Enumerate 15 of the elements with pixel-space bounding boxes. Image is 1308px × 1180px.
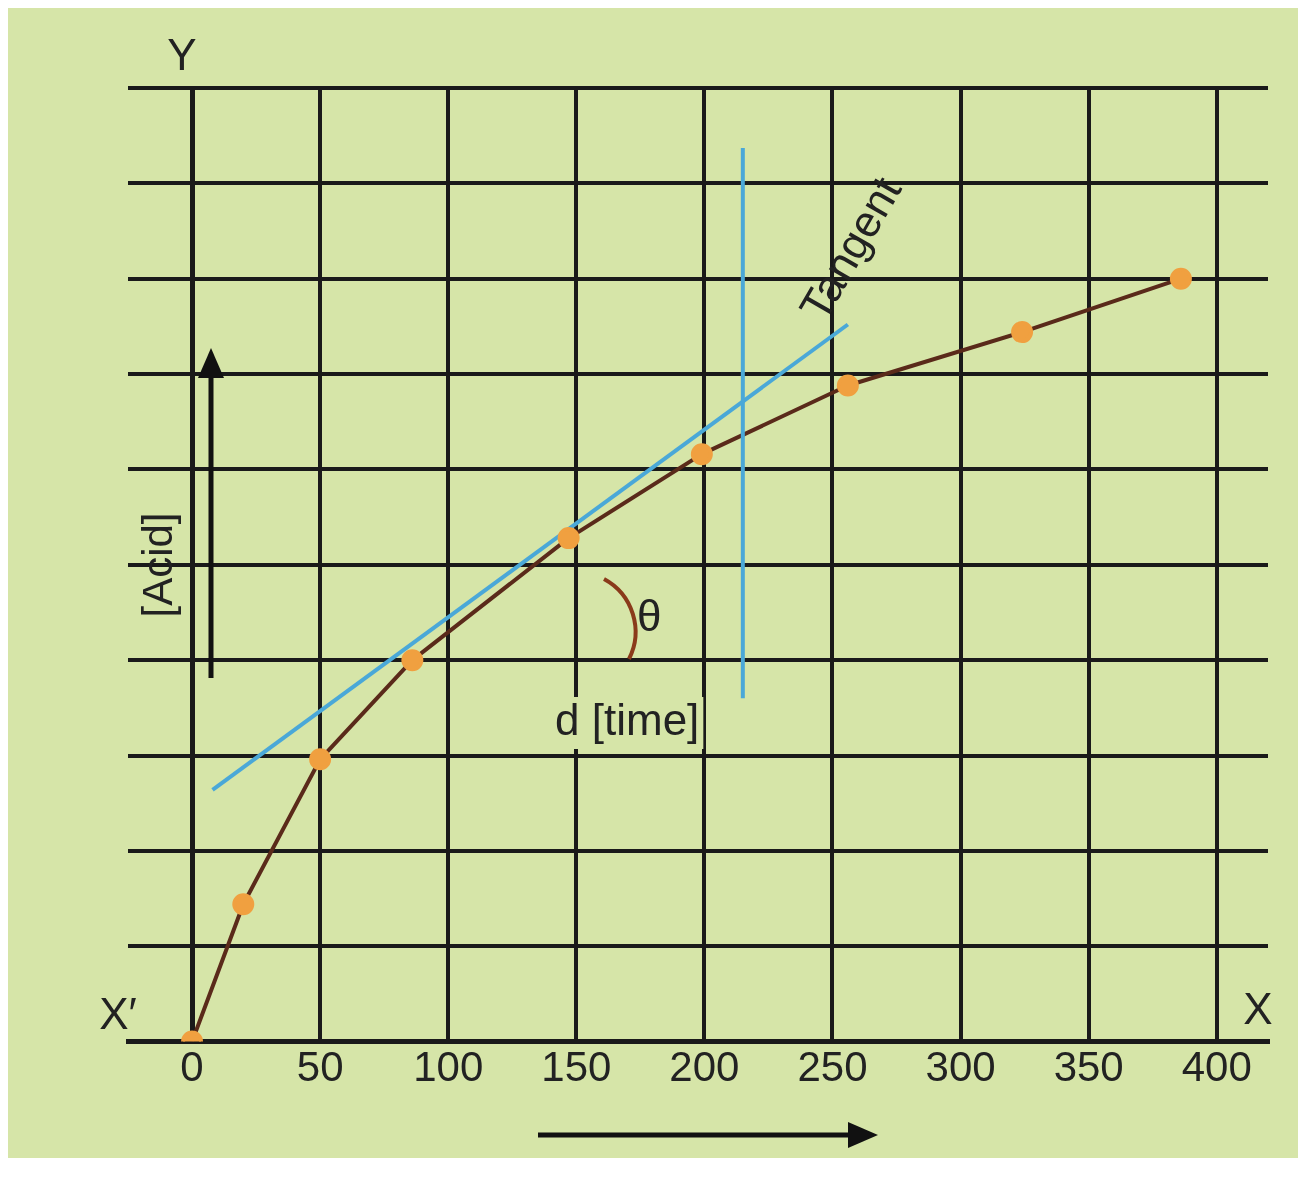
x-tick-label: 400 xyxy=(1181,1043,1252,1091)
text: Y xyxy=(167,30,197,80)
x-tick-label: 50 xyxy=(296,1043,344,1091)
x-axis-title: X xyxy=(1243,983,1273,1033)
x-tick-label: 300 xyxy=(925,1043,996,1091)
annotation: θ xyxy=(636,590,662,640)
x-tick-label: 350 xyxy=(1053,1043,1124,1091)
x-tick-label: 200 xyxy=(669,1043,740,1091)
x-tick-label: 250 xyxy=(797,1043,868,1091)
annotation: X′ xyxy=(99,988,137,1038)
x-tick-label: 0 xyxy=(180,1043,204,1091)
x-tick-label: 150 xyxy=(541,1043,612,1091)
x-tick-label: 100 xyxy=(413,1043,484,1091)
y-axis-title: [Acid] xyxy=(134,512,182,618)
annotation: d [time] xyxy=(555,695,700,745)
